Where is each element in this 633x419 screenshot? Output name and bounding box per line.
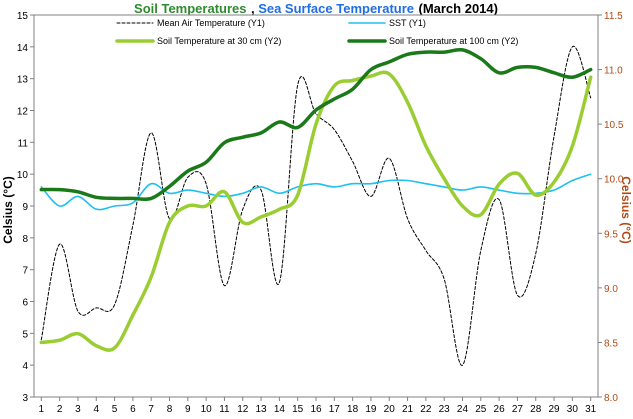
y2-tick-label: 11.5 — [604, 11, 623, 22]
y1-tick-label: 11 — [18, 138, 29, 149]
x-tick-label: 4 — [93, 404, 99, 415]
y1-tick-label: 7 — [22, 266, 28, 277]
y1-tick-label: 4 — [22, 361, 28, 372]
y1-tick-label: 5 — [22, 329, 28, 340]
x-tick-label: 8 — [167, 404, 173, 415]
series-lines — [39, 46, 593, 366]
x-tick-label: 24 — [457, 404, 469, 415]
title-part-date: (March 2014) — [418, 1, 497, 16]
x-tick-label: 3 — [75, 404, 81, 415]
legend-label: Soil Temperature at 100 cm (Y2) — [389, 36, 518, 46]
mean-air-temperature-line — [40, 46, 592, 366]
x-tick-label: 17 — [329, 404, 341, 415]
x-tick-label: 28 — [530, 404, 542, 415]
x-tick-label: 23 — [439, 404, 451, 415]
y1-tick-label: 8 — [22, 234, 28, 245]
title-part-sst: Sea Surface Temperature — [258, 1, 414, 16]
legend-mean-air: Mean Air Temperature (Y1) — [116, 18, 265, 28]
title-part-soil: Soil Temperatures — [134, 1, 246, 16]
legend-soil-30cm: Soil Temperature at 30 cm (Y2) — [115, 36, 281, 46]
x-tick-label: 21 — [402, 404, 414, 415]
legend: Mean Air Temperature (Y1) SST (Y1) Soil Te… — [115, 18, 518, 46]
x-tick-label: 10 — [201, 404, 213, 415]
x-tick-label: 7 — [148, 404, 154, 415]
x-tick-label: 19 — [365, 404, 377, 415]
chart-title: Soil Temperatures , Sea Surface Temperat… — [134, 0, 498, 17]
x-tick-label: 12 — [237, 404, 249, 415]
x-tick-label: 27 — [512, 404, 524, 415]
soil-100cm-line — [39, 47, 593, 202]
legend-soil-100cm: Soil Temperature at 100 cm (Y2) — [347, 36, 518, 46]
y2-axis-title: Celsius (°C) — [619, 176, 633, 243]
x-tick-label: 16 — [310, 404, 322, 415]
x-tick-label: 18 — [347, 404, 359, 415]
x-tick-label: 22 — [420, 404, 432, 415]
y2-tick-label: 10.0 — [604, 175, 624, 186]
y1-tick-label: 10 — [17, 170, 29, 181]
y2-tick-label: 11.0 — [604, 66, 623, 77]
x-tick-label: 5 — [112, 404, 118, 415]
sst-line — [40, 173, 592, 211]
x-tick-label: 29 — [548, 404, 560, 415]
x-tick-label: 9 — [185, 404, 191, 415]
y1-tick-label: 6 — [22, 298, 28, 309]
y1-axis-title: Celsius (°C) — [1, 176, 15, 243]
x-tick-label: 11 — [219, 404, 230, 415]
y1-tick-label: 13 — [17, 75, 29, 86]
y2-tick-label: 10.5 — [604, 120, 624, 131]
y1-tick-label: 14 — [17, 43, 29, 54]
x-tick-label: 20 — [384, 404, 396, 415]
x-tick-label: 30 — [567, 404, 579, 415]
legend-sst: SST (Y1) — [348, 18, 426, 28]
y1-tick-label: 15 — [17, 11, 29, 22]
legend-label: SST (Y1) — [389, 18, 426, 28]
x-tick-label: 15 — [292, 404, 304, 415]
x-tick-label: 31 — [585, 404, 597, 415]
x-tick-label: 2 — [57, 404, 63, 415]
y2-tick-label: 9.0 — [604, 284, 618, 295]
x-tick-label: 25 — [475, 404, 487, 415]
x-tick-label: 26 — [494, 404, 506, 415]
legend-label: Soil Temperature at 30 cm (Y2) — [157, 36, 281, 46]
y2-tick-label: 8.5 — [604, 338, 618, 349]
y1-tick-label: 12 — [17, 107, 29, 118]
axes: 34567891011121314158.08.59.09.510.010.51… — [17, 11, 624, 415]
y1-tick-label: 9 — [22, 202, 28, 213]
x-tick-label: 13 — [256, 404, 268, 415]
x-tick-label: 14 — [274, 404, 286, 415]
soil-30cm-line — [39, 70, 593, 352]
title-part-comma: , — [251, 1, 258, 16]
y2-tick-label: 8.0 — [604, 393, 618, 404]
y1-tick-label: 3 — [22, 393, 28, 404]
x-tick-label: 6 — [130, 404, 136, 415]
y2-tick-label: 9.5 — [604, 229, 618, 240]
legend-label: Mean Air Temperature (Y1) — [157, 18, 265, 28]
x-tick-label: 1 — [39, 404, 45, 415]
